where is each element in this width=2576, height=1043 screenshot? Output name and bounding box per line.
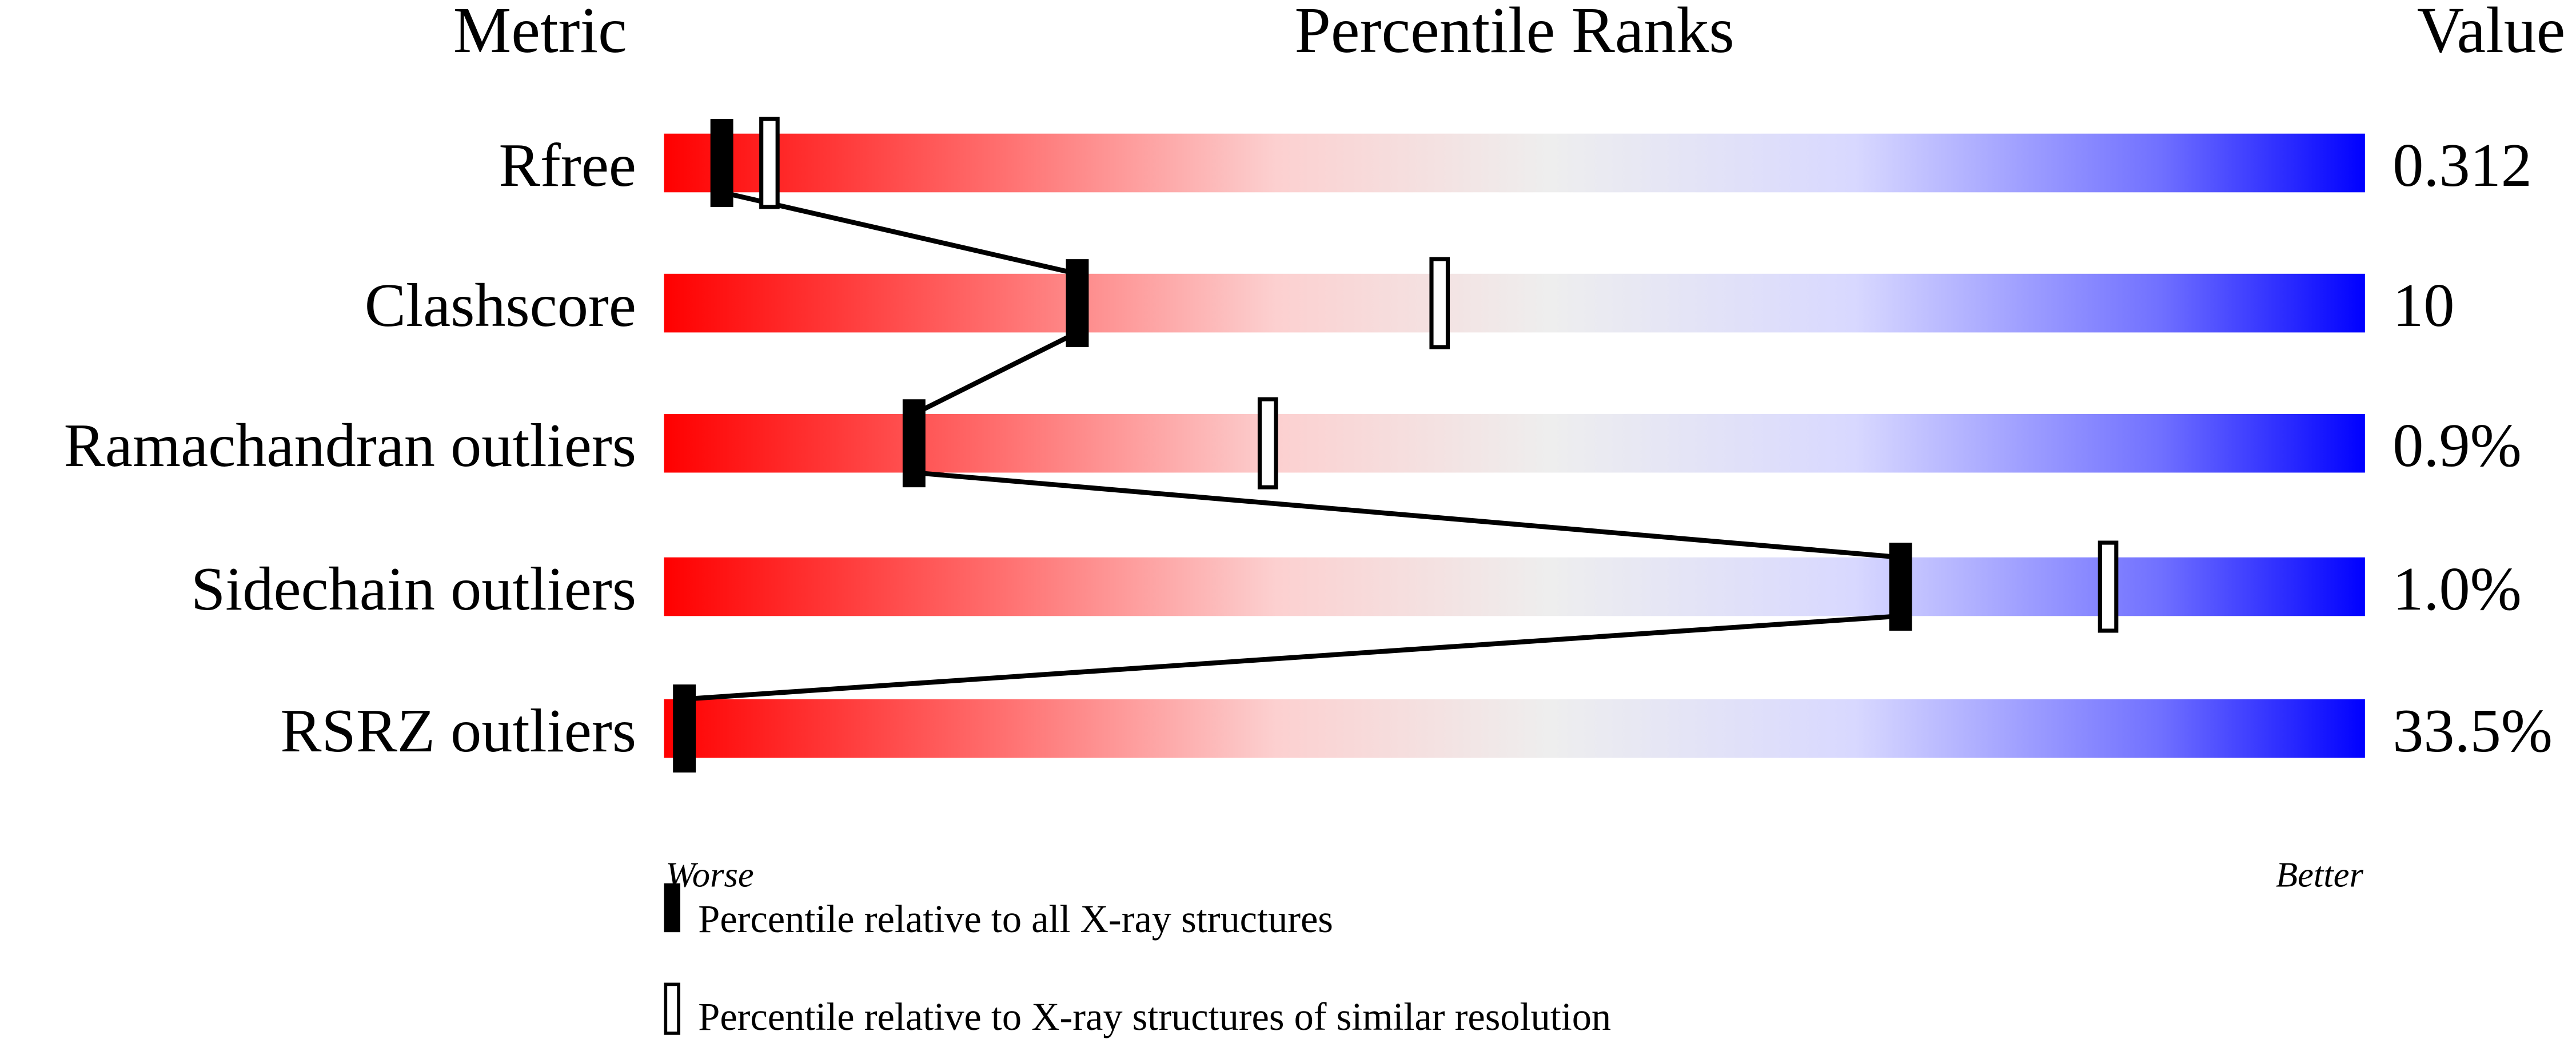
all-structures-marker xyxy=(902,399,926,488)
metric-value: 0.312 xyxy=(2392,131,2532,200)
metric-value: 0.9% xyxy=(2392,411,2522,480)
legend-hollow-marker-icon xyxy=(664,982,680,1035)
percentile-bar xyxy=(664,133,2365,193)
value-header: Value xyxy=(2417,0,2566,66)
better-label: Better xyxy=(2276,854,2364,894)
all-structures-marker xyxy=(1889,543,1912,631)
metric-label: Ramachandran outliers xyxy=(64,411,636,480)
similar-resolution-marker xyxy=(759,117,780,209)
metric-label: Sidechain outliers xyxy=(191,555,636,623)
similar-resolution-marker xyxy=(1429,257,1450,349)
worse-label: Worse xyxy=(665,854,753,894)
percentile-ranks-header: Percentile Ranks xyxy=(1295,0,1734,66)
similar-resolution-marker xyxy=(1257,397,1278,489)
all-structures-marker xyxy=(710,119,733,207)
metric-label: Clashscore xyxy=(365,271,636,340)
metric-header: Metric xyxy=(453,0,627,66)
percentile-bar xyxy=(664,557,2365,616)
similar-resolution-marker xyxy=(2098,540,2119,633)
all-structures-marker xyxy=(673,684,696,773)
percentile-bar xyxy=(664,413,2365,473)
connector-line xyxy=(684,614,1901,702)
percentile-bar xyxy=(664,273,2365,333)
connector-line xyxy=(721,190,1078,276)
all-structures-marker xyxy=(1066,259,1089,348)
metric-value: 33.5% xyxy=(2392,696,2553,765)
legend-all-label: Percentile relative to all X-ray structu… xyxy=(698,897,1333,941)
metric-value: 1.0% xyxy=(2392,555,2522,623)
metric-label: RSRZ outliers xyxy=(280,696,636,765)
metric-value: 10 xyxy=(2392,271,2454,340)
connector-line xyxy=(912,330,1079,416)
legend-filled-marker-icon xyxy=(664,883,680,933)
legend-similar-label: Percentile relative to X-ray structures … xyxy=(698,995,1611,1038)
connector-line xyxy=(914,470,1901,560)
percentile-bar xyxy=(664,699,2365,758)
metric-label: Rfree xyxy=(499,131,636,200)
